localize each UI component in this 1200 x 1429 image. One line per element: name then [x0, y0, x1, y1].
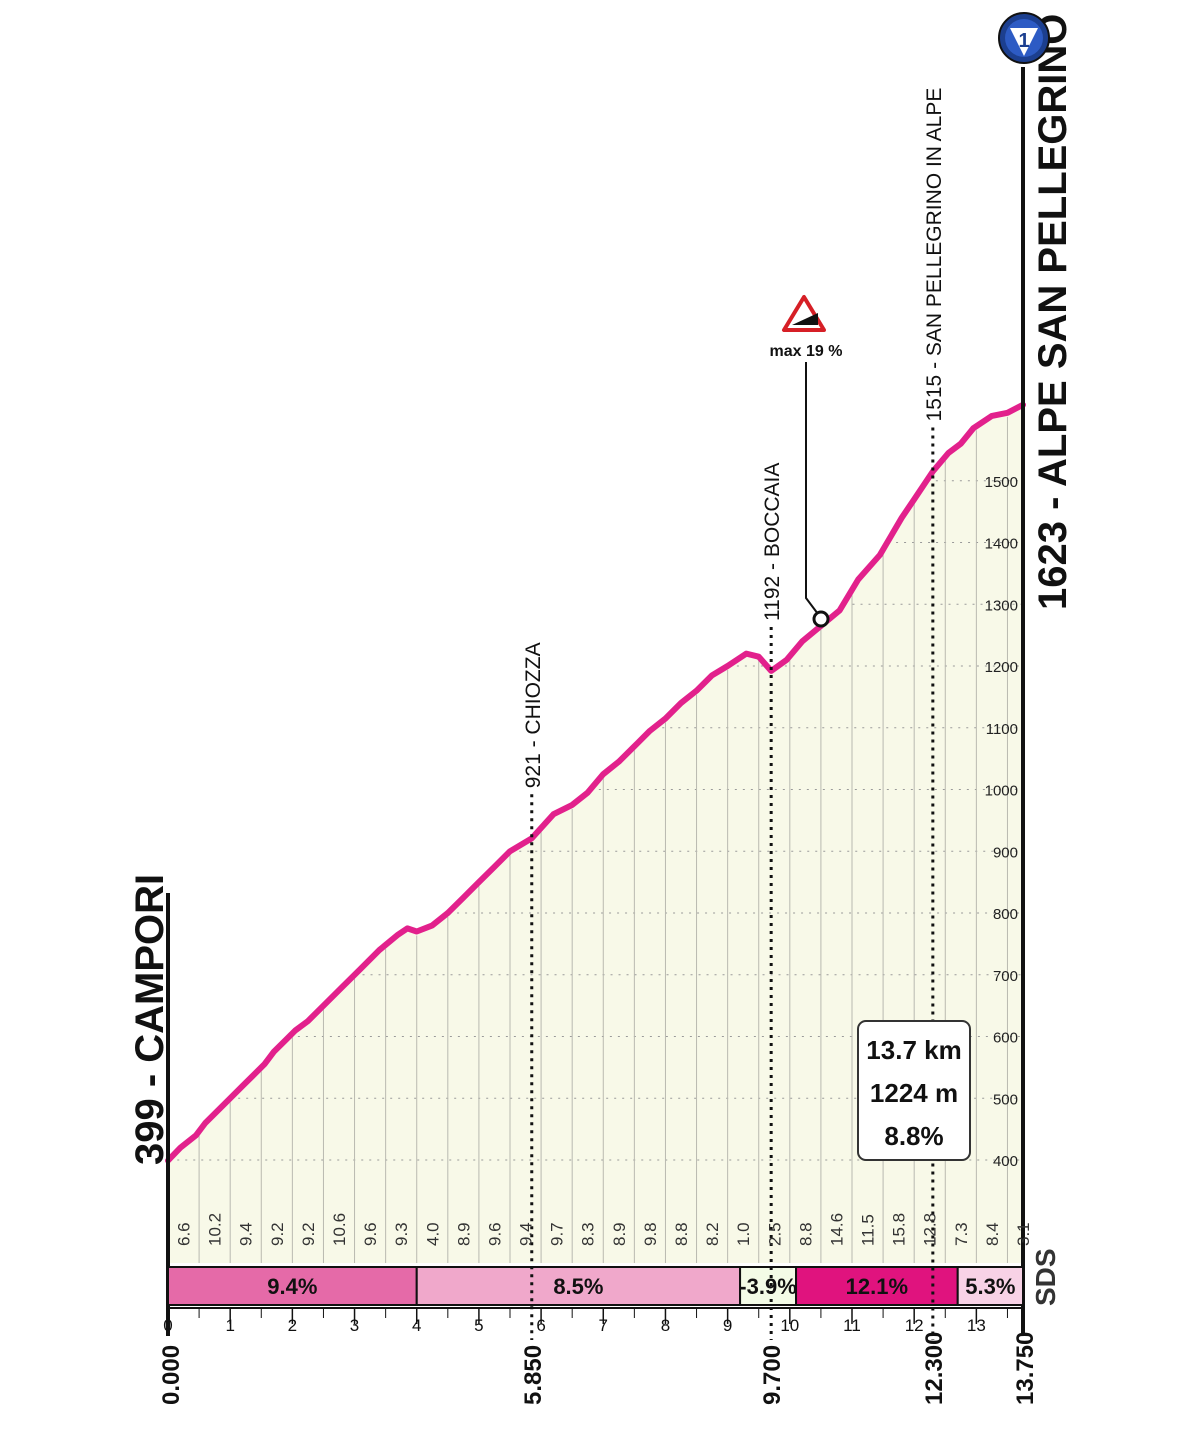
gradient-label: 15.8 — [890, 1213, 909, 1246]
section-label: 12.1% — [846, 1274, 908, 1299]
x-tick-label: 5 — [474, 1316, 483, 1335]
gradient-label: 8.2 — [703, 1222, 722, 1246]
label-layer: 4005006007008009001000110012001300140015… — [163, 88, 1033, 1405]
y-tick-label: 400 — [993, 1153, 1018, 1170]
x-tick-label: 10 — [780, 1316, 799, 1335]
gradient-label: 14.6 — [827, 1213, 846, 1246]
y-tick-label: 1400 — [985, 536, 1018, 553]
y-tick-label: 600 — [993, 1030, 1018, 1047]
section-bar — [739, 1266, 798, 1306]
profile-line-layer — [165, 401, 1026, 1164]
gradient-label: 2.5 — [765, 1222, 784, 1246]
x-tick-label: 6 — [536, 1316, 545, 1335]
waypoint-km-label: 9.700 — [759, 1345, 786, 1405]
section-label: 5.3% — [965, 1274, 1015, 1299]
axis-layer — [166, 67, 1025, 1340]
gradient-label: 8.9 — [610, 1222, 629, 1246]
gradient-label: 9.6 — [485, 1222, 504, 1246]
gradient-label: 9.4 — [517, 1222, 536, 1246]
waypoint-label: 921 - CHIOZZA — [522, 642, 545, 788]
finish-label: 1623 - ALPE SAN PELLEGRINO — [1031, 14, 1075, 610]
x-tick-label: 0 — [163, 1316, 172, 1335]
gradient-label: 1.0 — [734, 1222, 753, 1246]
waypoint-label: 1515 - SAN PELLEGRINO IN ALPE — [923, 88, 946, 422]
y-tick-label: 1000 — [985, 783, 1018, 800]
profile-line — [165, 401, 1026, 1164]
section-bar — [415, 1266, 742, 1306]
x-tick-label: 13 — [967, 1316, 986, 1335]
gradient-label: 9.2 — [299, 1222, 318, 1246]
max-gradient-leader — [805, 362, 822, 619]
max-gradient-label: max 19 % — [770, 343, 843, 360]
gpm-summit-icon: 1 — [998, 12, 1050, 64]
section-label: 9.4% — [267, 1274, 317, 1299]
start-label: 399 - CAMPORI — [128, 874, 172, 1165]
y-tick-label: 800 — [993, 906, 1018, 923]
section-bar — [795, 1266, 959, 1306]
gradient-label: 9.8 — [641, 1222, 660, 1246]
gradient-label: 8.4 — [983, 1222, 1002, 1246]
gradient-label: 9.3 — [392, 1222, 411, 1246]
gradient-label: 8.8 — [796, 1222, 815, 1246]
y-tick-label: 700 — [993, 968, 1018, 985]
x-tick-label: 3 — [350, 1316, 359, 1335]
gradient-label: 10.6 — [330, 1213, 349, 1246]
x-tick-label: 8 — [661, 1316, 670, 1335]
waypoint-km-label: 12.300 — [921, 1332, 948, 1405]
x-tick-label: 7 — [599, 1316, 608, 1335]
max-gradient-callout: max 19 % — [770, 295, 843, 628]
summary-average: 8.8% — [884, 1121, 943, 1151]
x-tick-label: 1 — [225, 1316, 234, 1335]
x-tick-label: 9 — [723, 1316, 732, 1335]
y-tick-label: 900 — [993, 844, 1018, 861]
gradient-label: 9.4 — [237, 1222, 256, 1246]
max-gradient-marker — [812, 610, 830, 628]
svg-text:1: 1 — [1018, 30, 1029, 52]
y-tick-label: 1200 — [985, 659, 1018, 676]
gradient-label: 12.8 — [921, 1213, 940, 1246]
section-label: 8.5% — [553, 1274, 603, 1299]
gradient-label: 6.6 — [175, 1222, 194, 1246]
y-tick-label: 500 — [993, 1091, 1018, 1108]
x-tick-label: 2 — [288, 1316, 297, 1335]
x-tick-label: 4 — [412, 1316, 421, 1335]
gradient-label: 10.2 — [206, 1213, 225, 1246]
gradient-label: 11.5 — [859, 1214, 878, 1246]
gradient-label: 4.0 — [423, 1222, 442, 1246]
summary-distance: 13.7 km — [866, 1035, 961, 1065]
logo: SDS — [1030, 1248, 1061, 1306]
section-bar — [167, 1266, 418, 1306]
y-tick-label: 1500 — [985, 474, 1018, 491]
y-tick-label: 1300 — [985, 597, 1018, 614]
profile-area — [168, 404, 1023, 1263]
gradient-label: 8.8 — [672, 1222, 691, 1246]
gradient-label: 9.7 — [548, 1222, 567, 1246]
gradient-label: 8.9 — [454, 1222, 473, 1246]
summary-elevation: 1224 m — [870, 1078, 958, 1108]
gradient-label: 9.2 — [268, 1222, 287, 1246]
waypoint-km-label: 5.850 — [520, 1345, 547, 1405]
section-label: -3.9% — [739, 1274, 796, 1299]
gradient-label: 9.6 — [361, 1222, 380, 1246]
gradient-label: 7.3 — [952, 1222, 971, 1246]
profile-fill-layer — [168, 404, 1023, 1263]
gradient-label: 3.1 — [1014, 1222, 1033, 1246]
grid-layer — [169, 416, 1021, 1263]
y-tick-label: 1100 — [986, 721, 1018, 738]
section-bar — [956, 1266, 1025, 1306]
finish-km-label: 13.750 — [1012, 1332, 1039, 1405]
steep-gradient-slope — [792, 313, 818, 325]
waypoint-label: 1192 - BOCCAIA — [761, 463, 784, 621]
gradient-label: 8.3 — [579, 1222, 598, 1246]
summary-box: 13.7 km 1224 m 8.8% — [857, 1020, 971, 1161]
x-tick-label: 12 — [905, 1316, 924, 1335]
x-tick-label: 11 — [843, 1316, 861, 1335]
start-km-label: 0.000 — [158, 1345, 185, 1405]
